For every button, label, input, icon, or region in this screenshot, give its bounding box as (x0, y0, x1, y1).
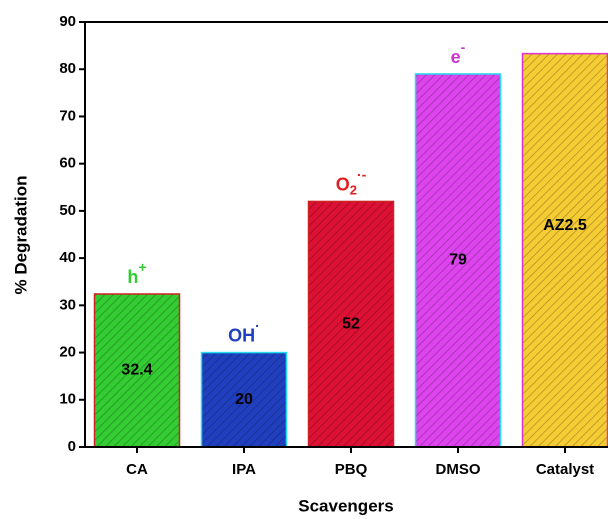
catalyst-label: AZ2.5 (543, 217, 587, 234)
y-tick-label: 70 (59, 107, 76, 124)
bar-annotation: OH· (228, 317, 260, 345)
annotation-sup: · (255, 317, 260, 333)
data-label: 52 (342, 315, 360, 332)
y-tick-label: 50 (59, 202, 76, 219)
bar-annotation: O2·- (336, 166, 367, 198)
y-tick-label: 60 (59, 155, 76, 172)
annotation-base: OH (228, 325, 255, 345)
bar (414, 73, 502, 448)
y-tick-label: 0 (68, 438, 76, 455)
x-tick-label: DMSO (436, 461, 481, 478)
x-axis-title: Scavengers (298, 496, 393, 515)
annotation-sup: - (461, 39, 466, 55)
data-label: 79 (449, 252, 467, 269)
bar (521, 52, 608, 448)
annotation-sup: + (138, 259, 146, 275)
x-tick-label: PBQ (335, 461, 368, 478)
y-tick-label: 40 (59, 249, 76, 266)
bar-annotation: h+ (127, 259, 146, 287)
y-tick-label: 20 (59, 344, 76, 361)
bar (93, 293, 181, 448)
data-label: 20 (235, 391, 253, 408)
bar-annotation: e- (451, 39, 466, 67)
y-tick-label: 80 (59, 60, 76, 77)
y-tick-label: 90 (59, 13, 76, 30)
annotation-base: h (127, 267, 138, 287)
y-axis-title: % Degradation (11, 175, 30, 294)
annotation-sup: ·- (357, 166, 367, 182)
annotation-base: e (451, 47, 461, 67)
y-tick-label: 10 (59, 391, 76, 408)
annotation-sub: 2 (350, 183, 357, 198)
x-tick-label: CA (126, 461, 148, 478)
y-tick-label: 30 (59, 296, 76, 313)
bar (200, 351, 288, 448)
data-label: 32.4 (121, 362, 152, 379)
x-tick-label: IPA (232, 461, 256, 478)
bar (307, 200, 395, 448)
x-tick-label: Catalyst (536, 461, 594, 478)
annotation-base: O (336, 174, 350, 194)
